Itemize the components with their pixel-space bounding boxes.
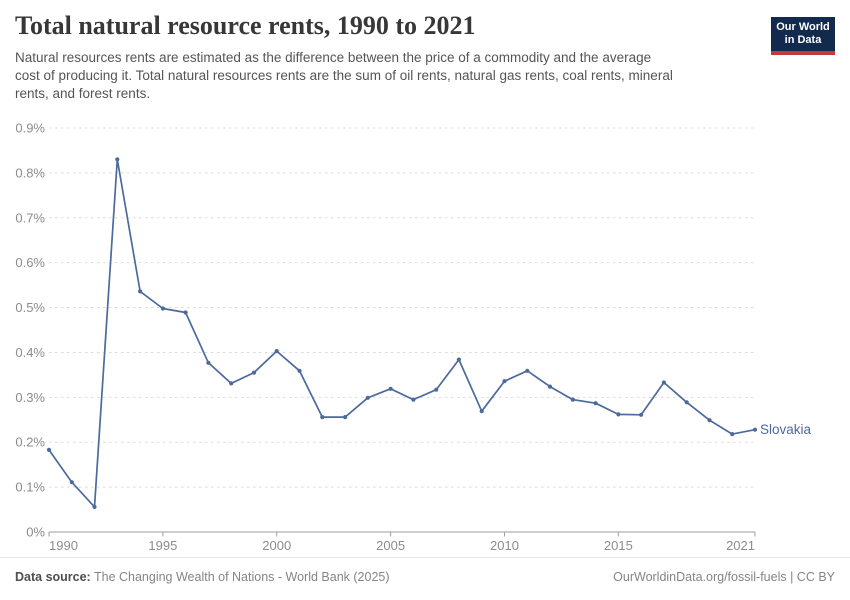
data-point-marker[interactable] [251,370,257,375]
data-point-marker[interactable] [69,480,74,485]
y-tick-label: 0.8% [15,165,45,180]
data-point-marker[interactable] [115,157,120,162]
data-point-marker[interactable] [92,504,97,509]
data-point-marker[interactable] [593,401,598,406]
x-tick-label: 2005 [376,538,405,553]
x-tick-label: 2015 [604,538,633,553]
data-point-marker[interactable] [479,409,484,414]
owid-logo-line2: in Data [784,34,822,46]
data-point-marker[interactable] [684,400,689,405]
y-tick-label: 0.9% [15,121,45,136]
chart-title: Total natural resource rents, 1990 to 20… [15,11,476,40]
y-tick-label: 0.7% [15,210,45,225]
data-point-marker[interactable] [616,412,621,417]
y-tick-label: 0.2% [15,435,45,450]
subtitle-line: Natural resources rents are estimated as… [15,50,652,65]
chart-subtitle: Natural resources rents are estimated as… [15,49,673,103]
owid-logo[interactable]: Our World in Data [771,17,835,55]
x-tick-label: 1990 [49,538,78,553]
y-tick-label: 0.5% [15,300,45,315]
data-point-marker[interactable] [547,384,553,389]
data-source: Data source: The Changing Wealth of Nati… [15,570,390,584]
data-point-marker[interactable] [730,432,735,437]
data-point-marker[interactable] [183,310,188,315]
y-tick-label: 0.3% [15,390,45,405]
data-point-marker[interactable] [639,412,644,417]
series-label-slovakia[interactable]: Slovakia [760,422,812,437]
data-point-marker[interactable] [411,397,416,402]
data-point-marker[interactable] [752,427,758,432]
data-point-marker[interactable] [343,415,348,420]
data-point-marker[interactable] [388,386,393,391]
data-point-marker[interactable] [365,395,370,400]
subtitle-line: cost of producing it. Total natural reso… [15,68,673,83]
x-tick-label: 2010 [490,538,519,553]
data-point-marker[interactable] [525,368,530,373]
data-point-marker[interactable] [160,306,165,311]
owid-logo-line1: Our World [776,21,830,33]
data-source-label: Data source: [15,570,91,584]
subtitle-line: rents, and forest rents. [15,86,151,101]
data-point-marker[interactable] [434,387,439,392]
series-line-slovakia[interactable] [48,158,756,508]
data-point-marker[interactable] [502,379,507,384]
data-source-value: The Changing Wealth of Nations - World B… [90,570,390,584]
data-point-marker[interactable] [46,447,52,452]
y-tick-label: 0.6% [15,255,45,270]
y-tick-label: 0% [26,525,45,540]
data-point-marker[interactable] [707,418,712,423]
data-point-marker[interactable] [661,380,667,385]
chart-footer: Data source: The Changing Wealth of Nati… [15,570,835,584]
footer-divider [0,557,850,558]
y-tick-label: 0.1% [15,480,45,495]
series-markers-slovakia[interactable] [46,157,758,509]
data-point-marker[interactable] [206,360,211,365]
data-point-marker[interactable] [456,357,461,362]
x-tick-label: 2021 [726,538,755,553]
footer-license-link[interactable]: OurWorldinData.org/fossil-fuels | CC BY [613,570,835,584]
data-point-marker[interactable] [297,368,302,373]
x-tick-label: 2000 [262,538,291,553]
data-point-marker[interactable] [274,349,279,354]
x-axis: 1990 1995 2000 2005 2010 2015 2021 [48,532,756,553]
data-point-marker[interactable] [570,397,575,402]
x-tick-label: 1995 [148,538,177,553]
data-point-marker[interactable] [138,289,143,294]
data-point-marker[interactable] [320,415,325,420]
y-tick-label: 0.4% [15,345,45,360]
data-point-marker[interactable] [229,381,234,386]
y-axis: 0% 0.1% 0.2% 0.3% 0.4% 0.5% 0.6% 0.7% 0.8% 0.9% [15,121,755,540]
